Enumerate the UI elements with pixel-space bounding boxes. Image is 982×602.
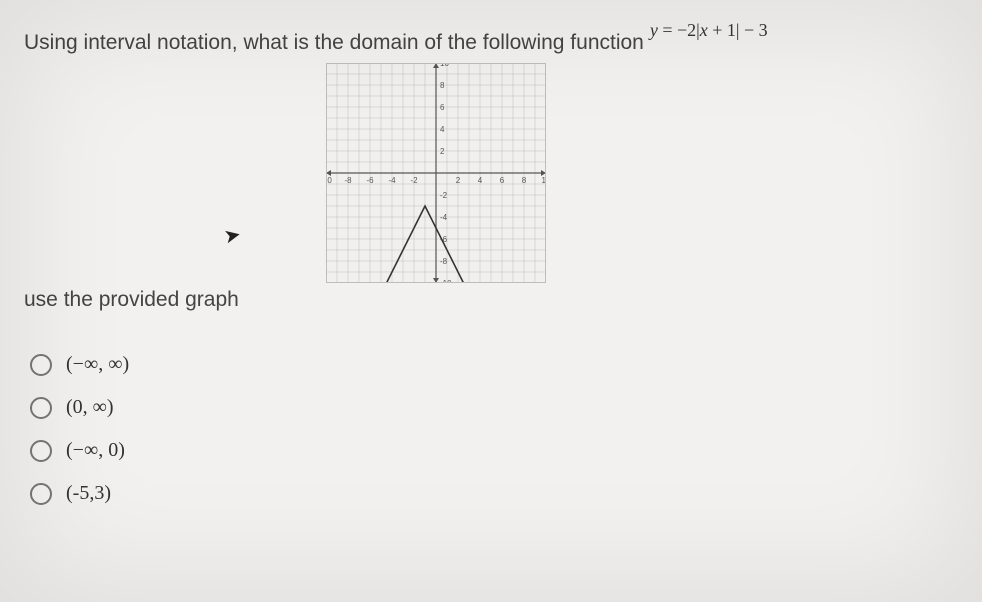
svg-text:-2: -2: [440, 191, 448, 200]
option-label: (−∞, 0): [66, 439, 125, 462]
svg-text:-8: -8: [344, 176, 352, 185]
radio-button[interactable]: [30, 440, 52, 462]
svg-text:8: 8: [522, 176, 527, 185]
radio-button[interactable]: [30, 354, 52, 376]
answer-options: (−∞, ∞) (0, ∞) (−∞, 0) (-5,3): [24, 353, 958, 505]
answer-option-0[interactable]: (−∞, ∞): [30, 353, 958, 376]
svg-text:-4: -4: [440, 213, 448, 222]
prompt-use-graph: use the provided graph: [24, 288, 239, 312]
svg-text:2: 2: [440, 147, 445, 156]
option-label: (-5,3): [66, 482, 111, 505]
svg-text:4: 4: [440, 125, 445, 134]
answer-option-3[interactable]: (-5,3): [30, 482, 958, 505]
answer-option-1[interactable]: (0, ∞): [30, 396, 958, 419]
function-equation: y = −2|x + 1| − 3: [650, 20, 768, 41]
svg-text:8: 8: [440, 81, 445, 90]
radio-button[interactable]: [30, 397, 52, 419]
option-label: (−∞, ∞): [66, 353, 129, 376]
svg-text:4: 4: [478, 176, 483, 185]
svg-text:-4: -4: [388, 176, 396, 185]
svg-text:-2: -2: [410, 176, 418, 185]
radio-button[interactable]: [30, 483, 52, 505]
svg-text:-8: -8: [440, 257, 448, 266]
svg-text:6: 6: [440, 103, 445, 112]
graph-area: -10-8-6-4-2246810-10-8-6-4-2246810: [326, 63, 546, 288]
option-label: (0, ∞): [66, 396, 114, 419]
answer-option-2[interactable]: (−∞, 0): [30, 439, 958, 462]
svg-text:6: 6: [500, 176, 505, 185]
function-graph: -10-8-6-4-2246810-10-8-6-4-2246810: [326, 63, 546, 283]
svg-text:2: 2: [456, 176, 461, 185]
svg-text:-6: -6: [366, 176, 374, 185]
cursor-pointer-icon: ➤: [222, 222, 244, 250]
question-text: Using interval notation, what is the dom…: [24, 28, 644, 57]
